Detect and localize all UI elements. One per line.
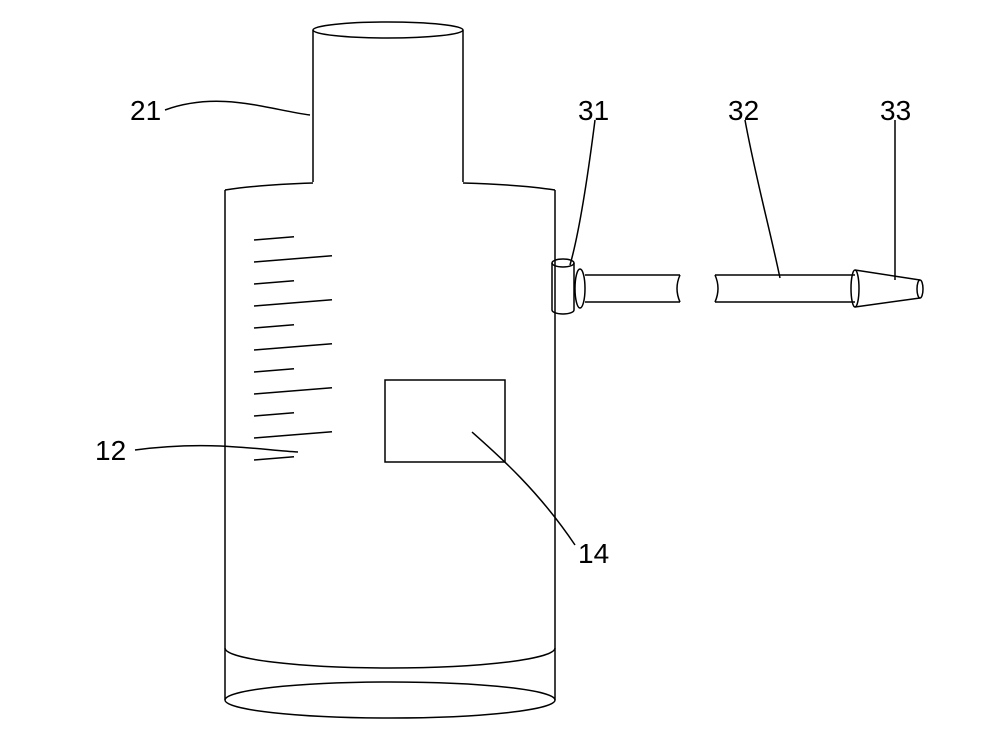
callout-label-31: 31	[578, 95, 609, 127]
callout-label-33: 33	[880, 95, 911, 127]
callout-label-12: 12	[95, 435, 126, 467]
callout-label-21: 21	[130, 95, 161, 127]
callout-label-32: 32	[728, 95, 759, 127]
callout-label-14: 14	[578, 538, 609, 570]
